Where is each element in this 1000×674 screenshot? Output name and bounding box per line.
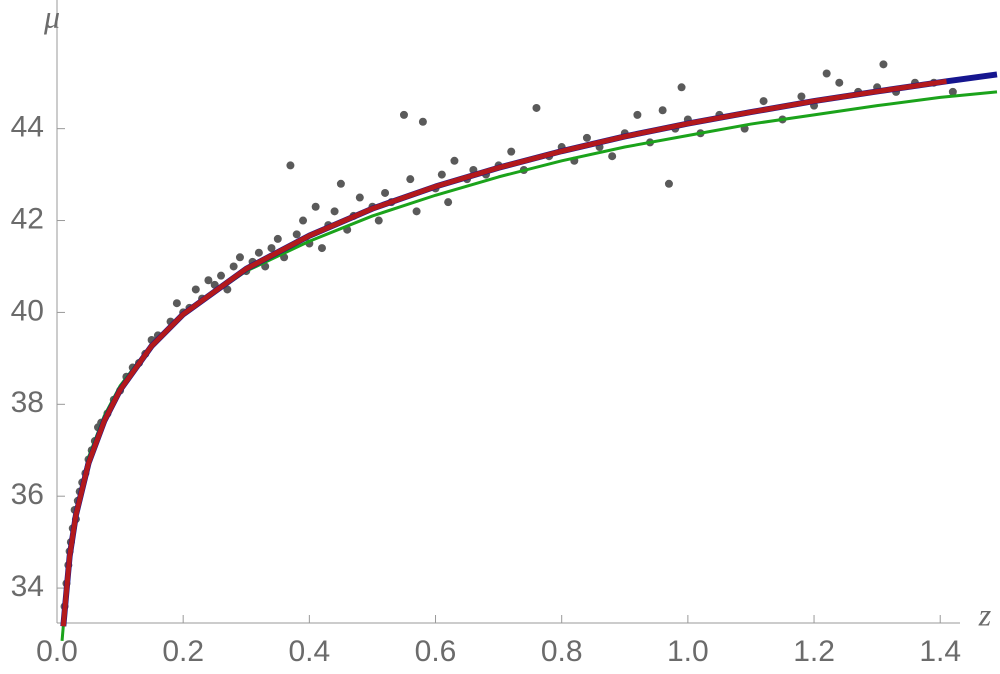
data-point	[292, 230, 301, 239]
x-tick-label: 1.2	[793, 635, 835, 668]
x-tick-label: 1.0	[667, 635, 709, 668]
data-point	[450, 156, 459, 165]
data-point	[229, 262, 238, 271]
data-point	[507, 147, 516, 156]
data-point	[633, 110, 642, 119]
data-point	[374, 216, 383, 225]
data-point	[664, 179, 673, 188]
data-point	[299, 216, 308, 225]
data-point	[677, 83, 686, 92]
data-point	[235, 253, 244, 262]
curve	[60, 78, 947, 627]
curve	[60, 90, 998, 642]
data-point	[399, 110, 408, 119]
data-point	[582, 133, 591, 142]
data-point	[311, 202, 320, 211]
data-point	[759, 97, 768, 106]
data-point	[608, 152, 617, 161]
data-point	[948, 87, 957, 96]
data-point	[191, 285, 200, 294]
data-point	[418, 117, 427, 126]
data-point	[658, 106, 667, 115]
x-tick-label: 0.2	[162, 635, 204, 668]
data-point	[879, 60, 888, 69]
data-point	[355, 193, 364, 202]
y-axis-title: μ	[43, 0, 60, 34]
data-point	[273, 234, 282, 243]
data-point	[286, 161, 295, 170]
data-point	[412, 207, 421, 216]
y-tick-label: 40	[11, 294, 44, 327]
data-point	[336, 179, 345, 188]
x-tick-label: 1.4	[919, 635, 961, 668]
data-point	[172, 299, 181, 308]
data-point	[822, 69, 831, 78]
y-tick-label: 38	[11, 386, 44, 419]
data-point	[317, 244, 326, 253]
data-point	[835, 78, 844, 87]
data-point	[444, 198, 453, 207]
data-point	[330, 207, 339, 216]
y-tick-label: 44	[11, 111, 44, 144]
y-tick-label: 34	[11, 570, 44, 603]
y-tick-label: 36	[11, 478, 44, 511]
data-point	[437, 170, 446, 179]
y-tick-label: 42	[11, 202, 44, 235]
x-tick-label: 0.6	[415, 635, 457, 668]
data-point	[406, 175, 415, 184]
x-tick-label: 0.8	[541, 635, 583, 668]
x-tick-label: 0.0	[36, 635, 78, 668]
data-point	[381, 188, 390, 197]
x-axis-title: z	[978, 596, 992, 632]
data-point	[254, 248, 263, 257]
data-point	[532, 103, 541, 112]
data-point	[217, 271, 226, 280]
data-point	[797, 92, 806, 101]
data-point	[204, 276, 213, 285]
x-tick-label: 0.4	[288, 635, 330, 668]
data-point	[267, 244, 276, 253]
